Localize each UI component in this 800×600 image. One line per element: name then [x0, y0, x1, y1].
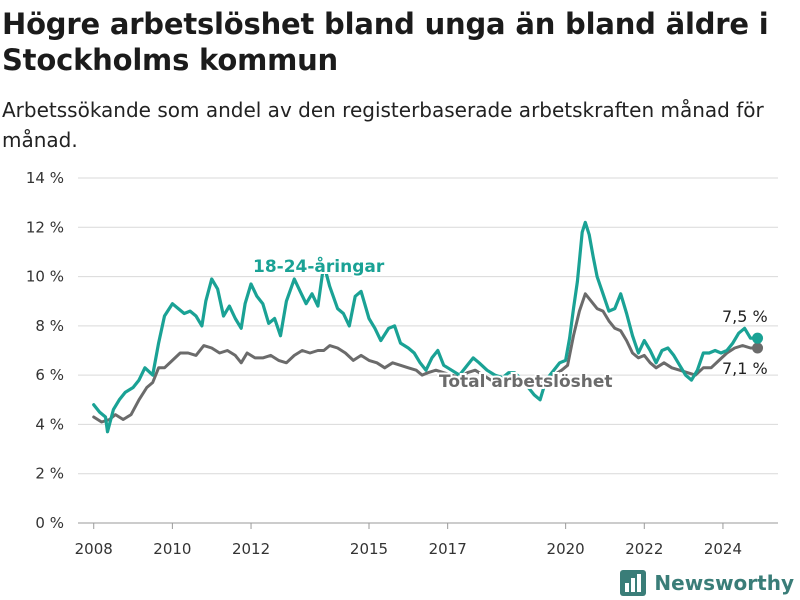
brand-name: Newsworthy	[654, 571, 794, 595]
youth-end-label: 7,5 %	[722, 307, 768, 326]
x-tick-label: 2010	[153, 540, 191, 558]
chart-labels: 18-24-åringar Total arbetslöshet 7,5 % 7…	[251, 253, 768, 394]
x-axis: 2008 2010 2012 2015 2017 2020 2022 2024	[75, 523, 742, 558]
youth-series-line	[92, 220, 760, 434]
brand-logo: Newsworthy	[620, 570, 794, 596]
total-end-label: 7,1 %	[722, 359, 768, 378]
total-series-label: Total arbetslöshet	[439, 372, 613, 392]
chart-grid	[78, 177, 778, 524]
x-tick-label: 2020	[547, 540, 585, 558]
y-tick-label: 6 %	[35, 366, 64, 384]
page-title: Högre arbetslöshet bland unga än bland ä…	[2, 7, 769, 77]
x-tick-label: 2017	[429, 540, 467, 558]
y-tick-label: 10 %	[26, 268, 64, 286]
youth-end-point	[752, 332, 764, 344]
page-subtitle: Arbetssökande som andel av den registerb…	[2, 98, 764, 152]
x-tick-label: 2012	[232, 540, 270, 558]
y-tick-label: 12 %	[26, 218, 64, 236]
line-chart: 0 % 2 % 4 % 6 % 8 % 10 % 12 % 14 % 2008 2010 2012…	[26, 169, 778, 558]
x-tick-label: 2008	[75, 540, 113, 558]
total-end-point	[752, 342, 764, 354]
x-tick-label: 2015	[350, 540, 388, 558]
y-tick-label: 2 %	[35, 465, 64, 483]
y-tick-label: 0 %	[35, 514, 64, 532]
y-tick-label: 4 %	[35, 415, 64, 433]
total-series-line	[92, 292, 760, 424]
y-axis: 0 % 2 % 4 % 6 % 8 % 10 % 12 % 14 %	[26, 169, 64, 532]
y-tick-label: 8 %	[35, 317, 64, 335]
chart-series	[92, 220, 764, 434]
bar-chart-icon	[620, 570, 647, 596]
y-tick-label: 14 %	[26, 169, 64, 187]
x-tick-label: 2024	[704, 540, 742, 558]
youth-series-label: 18-24-åringar	[253, 255, 385, 277]
x-tick-label: 2022	[625, 540, 663, 558]
